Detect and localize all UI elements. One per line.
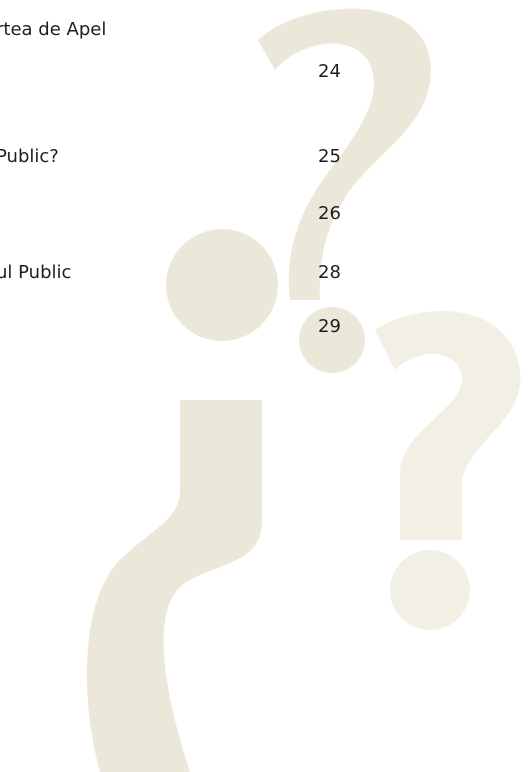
background-art <box>0 0 528 772</box>
question-mark-shape <box>375 311 520 540</box>
question-mark-dot <box>390 550 470 630</box>
entry-page: 29 <box>318 316 341 338</box>
entry-page: 26 <box>318 203 341 225</box>
entry-title: Public? <box>0 146 59 168</box>
question-mark-shape <box>258 9 431 300</box>
entry-title: rtea de Apel <box>0 19 106 41</box>
page: rtea de Apel24Public?2526ul Public2829 (… <box>0 0 528 772</box>
question-mark-shape <box>87 400 262 772</box>
entry-page: 28 <box>318 262 341 284</box>
question-mark-dot <box>166 229 278 341</box>
entry-page: 25 <box>318 146 341 168</box>
entry-title: ul Public <box>0 262 71 284</box>
entry-page: 24 <box>318 61 341 83</box>
